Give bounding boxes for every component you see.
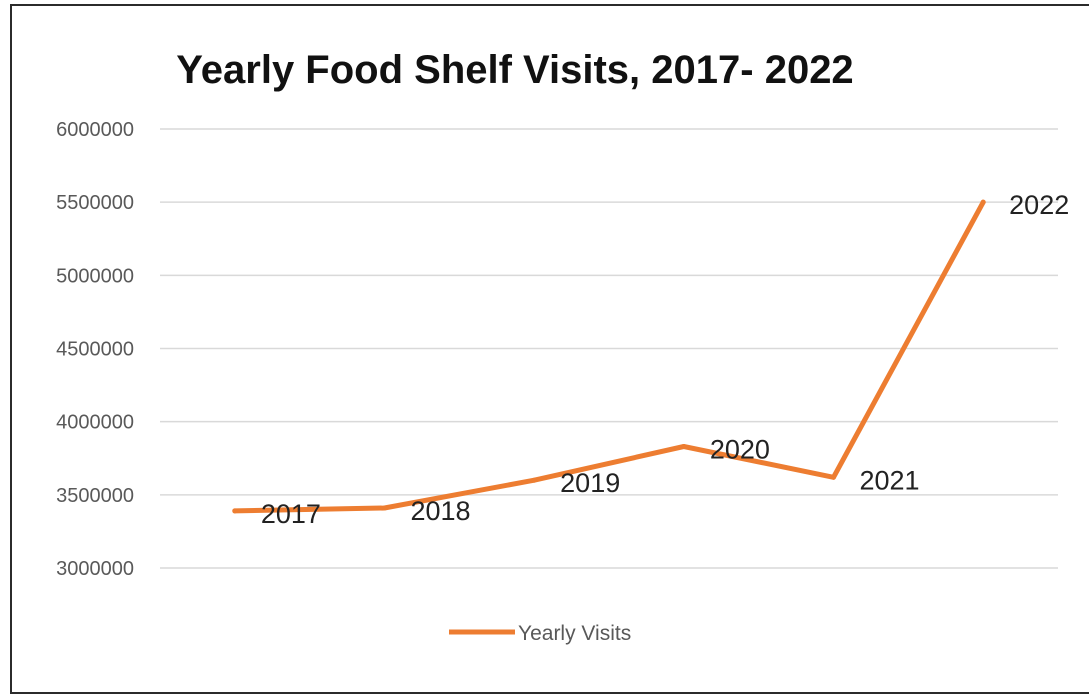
data-point	[681, 444, 687, 450]
series-line-yearly-visits	[232, 199, 986, 514]
data-point	[831, 474, 836, 480]
data-label: 2019	[560, 468, 620, 498]
data-label: 2020	[710, 435, 770, 465]
data-point	[382, 505, 387, 511]
y-tick-label: 4500000	[56, 339, 134, 361]
series-layer	[232, 199, 986, 514]
y-tick-label: 5500000	[56, 192, 134, 214]
legend-label: Yearly Visits	[518, 622, 631, 645]
y-tick-label: 3000000	[56, 558, 134, 580]
y-tick-label: 6000000	[56, 119, 134, 141]
data-label: 2022	[1009, 190, 1069, 220]
data-point	[980, 199, 986, 205]
y-axis-tick-labels: 6000000 5500000 5000000 4500000 4000000 35000…	[56, 119, 134, 580]
y-tick-label: 4000000	[56, 412, 134, 434]
data-label: 2021	[860, 465, 920, 495]
y-tick-label: 3500000	[56, 485, 134, 507]
chart-title: Yearly Food Shelf Visits, 2017- 2022	[176, 48, 853, 92]
data-point	[531, 477, 537, 483]
gridlines	[160, 128, 1058, 569]
data-label: 2017	[261, 499, 321, 529]
data-labels: 2017 2018 2019 2020 2021 2022	[261, 190, 1069, 529]
data-label: 2018	[411, 496, 471, 526]
data-point	[232, 508, 238, 514]
legend: Yearly Visits	[449, 622, 631, 645]
y-tick-label: 5000000	[56, 265, 134, 287]
